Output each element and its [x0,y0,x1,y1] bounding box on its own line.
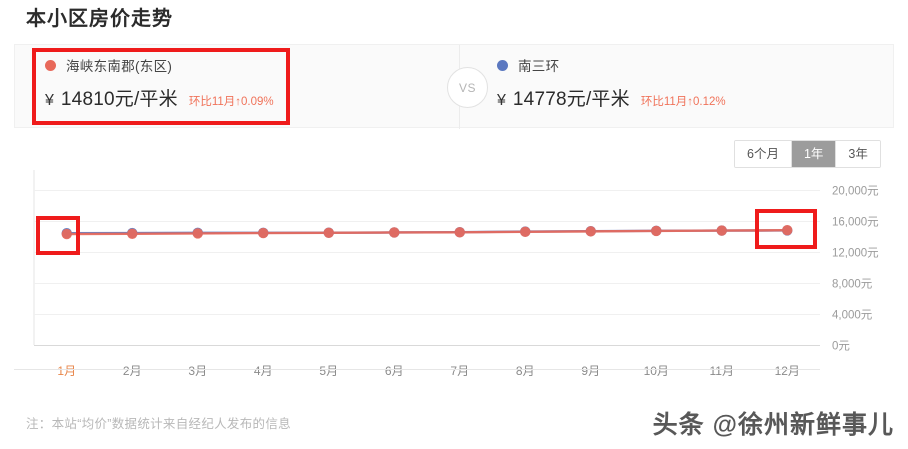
legend-dot-blue-icon [497,59,508,71]
svg-text:8,000元: 8,000元 [832,279,873,291]
watermark: 头条 @徐州新鲜事儿 [652,411,894,439]
community-price-row: ¥ 14810元/平米 环比11月↑0.09% [45,84,274,111]
svg-text:5月: 5月 [319,364,338,378]
community-price-value: 14810元/平米 [60,89,178,110]
tab-6-months[interactable]: 6个月 [735,141,792,167]
community-price-block: 海峡东南郡(东区) ¥ 14810元/平米 环比11月↑0.09% [45,55,274,111]
svg-text:12,000元: 12,000元 [832,248,879,260]
svg-text:6月: 6月 [385,364,404,378]
price-compare-panel: 海峡东南郡(东区) ¥ 14810元/平米 环比11月↑0.09% 南三环 ¥ … [14,44,894,129]
tab-3-years[interactable]: 3年 [836,141,880,167]
time-range-tabs[interactable]: 6个月 1年 3年 [734,140,881,168]
vs-badge: VS [447,67,488,108]
svg-text:7月: 7月 [450,364,469,378]
svg-text:20,000元: 20,000元 [832,186,879,198]
svg-text:16,000元: 16,000元 [832,217,879,229]
legend-dot-red-icon [45,59,56,71]
community-name: 海峡东南郡(东区) [66,59,173,74]
price-trend-chart-svg: 20,000元 16,000元 12,000元 8,000元 4,000元 0元 1月 2月 3… [33,170,879,378]
svg-text:4月: 4月 [254,364,273,378]
page-title: 本小区房价走势 [26,8,173,30]
district-price-value: 14778元/平米 [512,89,630,110]
community-price-delta: 环比11月↑0.09% [188,96,274,108]
svg-text:2月: 2月 [123,364,142,378]
svg-text:3月: 3月 [188,364,207,378]
district-name: 南三环 [518,59,560,74]
district-price-block: 南三环 ¥ 14778元/平米 环比11月↑0.12% [497,55,726,111]
chart-footnote: 注：本站“均价”数据统计来自经纪人发布的信息 [26,417,291,431]
currency-symbol-icon: ¥ [497,92,506,109]
svg-text:4,000元: 4,000元 [832,310,873,322]
svg-text:1月: 1月 [57,364,76,378]
community-legend: 海峡东南郡(东区) [45,55,274,75]
chart-baseline [14,369,820,370]
price-trend-chart[interactable]: 20,000元 16,000元 12,000元 8,000元 4,000元 0元 1月 2月 3… [14,170,894,385]
svg-text:11月: 11月 [710,364,734,378]
svg-text:0元: 0元 [832,341,850,353]
svg-text:10月: 10月 [644,364,669,378]
district-legend: 南三环 [497,55,726,75]
district-price-delta: 环比11月↑0.12% [640,96,726,108]
svg-text:8月: 8月 [516,364,535,378]
currency-symbol-icon: ¥ [45,92,54,109]
tab-1-year[interactable]: 1年 [791,141,837,167]
svg-text:9月: 9月 [581,364,600,378]
svg-text:12月: 12月 [775,364,800,378]
district-price-row: ¥ 14778元/平米 环比11月↑0.12% [497,84,726,111]
